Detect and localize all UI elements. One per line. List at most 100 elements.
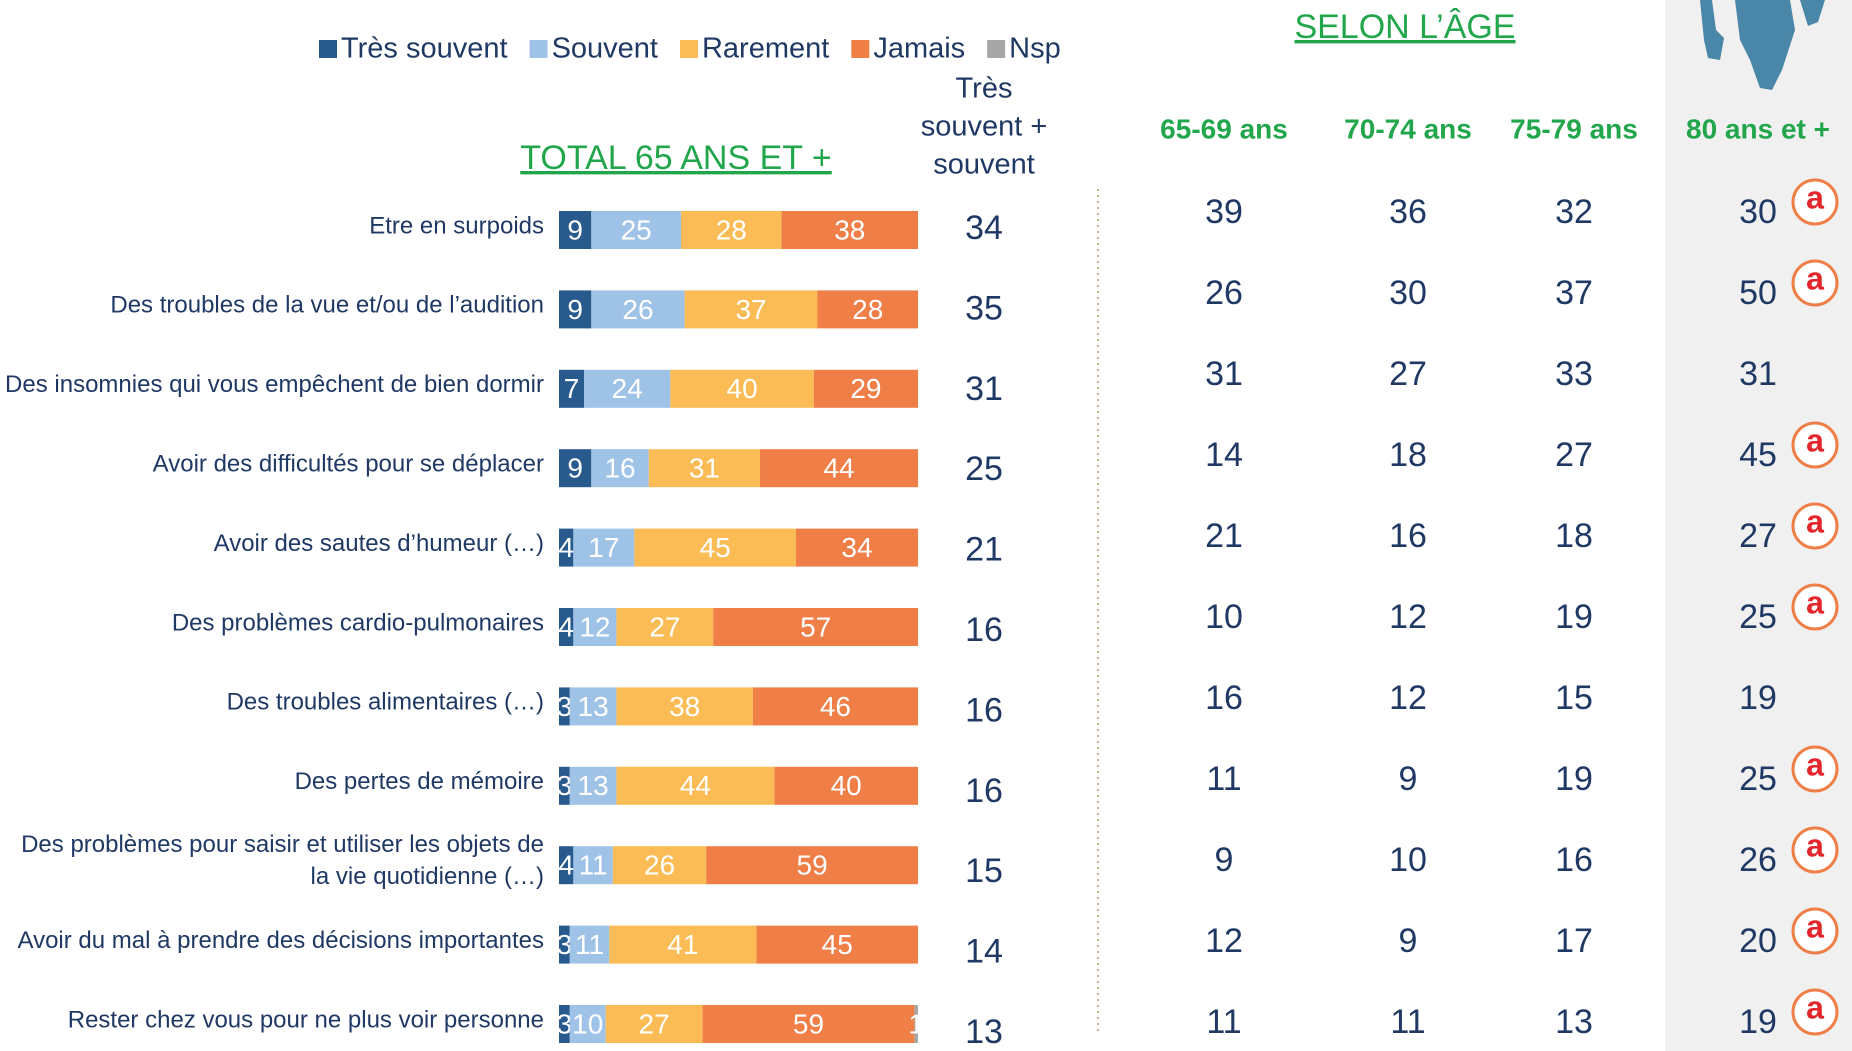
bar-value-label: 24 — [612, 373, 643, 404]
summary-header: Très — [956, 73, 1013, 105]
bar-value-label: 37 — [735, 294, 766, 325]
age-value: 18 — [1389, 436, 1427, 474]
bar-value-label: 11 — [579, 850, 608, 881]
legend-swatch — [680, 40, 698, 58]
age-value: 30 — [1739, 193, 1777, 231]
age-header: 80 ans et + — [1686, 113, 1830, 144]
category-label: Avoir du mal à prendre des décisions imp… — [18, 927, 545, 954]
summary-value: 13 — [965, 1013, 1003, 1051]
bar-value-label: 59 — [793, 1008, 824, 1039]
legend-label: Nsp — [1009, 33, 1061, 65]
bar-value-label: 9 — [567, 294, 583, 325]
legend-swatch — [319, 40, 337, 58]
age-value: 27 — [1739, 517, 1777, 555]
bar-value-label: 26 — [644, 850, 675, 881]
age-value: 12 — [1389, 679, 1427, 717]
age-header: 70-74 ans — [1344, 113, 1472, 144]
age-value: 19 — [1555, 598, 1593, 636]
bar-value-label: 46 — [820, 691, 851, 722]
age-value: 9 — [1399, 922, 1418, 960]
bar-value-label: 9 — [567, 214, 583, 245]
age-value: 19 — [1555, 760, 1593, 798]
sig-marker: a — [1806, 746, 1824, 782]
sig-marker: a — [1806, 503, 1824, 539]
summary-value: 25 — [965, 450, 1003, 488]
age-value: 16 — [1205, 679, 1243, 717]
bar-value-label: 28 — [852, 294, 883, 325]
age-header: 75-79 ans — [1510, 113, 1638, 144]
age-value: 36 — [1389, 193, 1427, 231]
category-label: Des problèmes cardio-pulmonaires — [172, 609, 544, 636]
bar-value-label: 40 — [727, 373, 758, 404]
bar-value-label: 41 — [667, 929, 698, 960]
age-value: 50 — [1739, 274, 1777, 312]
age-value: 9 — [1215, 841, 1234, 879]
age-value: 21 — [1205, 517, 1243, 555]
summary-value: 21 — [965, 531, 1003, 569]
bar-value-label: 59 — [797, 850, 828, 881]
category-label: Avoir des difficultés pour se déplacer — [153, 451, 544, 478]
age-value: 26 — [1739, 841, 1777, 879]
category-label: Des troubles alimentaires (…) — [227, 689, 544, 716]
bar-value-label: 38 — [834, 214, 865, 245]
age-value: 12 — [1389, 598, 1427, 636]
bar-value-label: 7 — [564, 373, 580, 404]
bar-value-label: 9 — [567, 453, 583, 484]
bar-value-label: 38 — [669, 691, 700, 722]
bar-value-label: 25 — [621, 214, 652, 245]
age-value: 25 — [1739, 760, 1777, 798]
sig-marker: a — [1806, 422, 1824, 458]
bar-value-label: 13 — [578, 770, 609, 801]
age-value: 10 — [1389, 841, 1427, 879]
sig-marker: a — [1806, 584, 1824, 620]
bar-value-label: 4 — [558, 611, 574, 642]
sig-marker: a — [1806, 827, 1824, 863]
summary-header: souvent + — [921, 111, 1048, 143]
summary-value: 31 — [965, 370, 1003, 408]
bar-value-label: 13 — [578, 691, 609, 722]
category-line: Des problèmes pour saisir et utiliser le… — [21, 832, 544, 859]
bar-value-label: 4 — [558, 532, 574, 563]
age-value: 20 — [1739, 922, 1777, 960]
bar-value-label: 57 — [800, 611, 831, 642]
age-value: 14 — [1205, 436, 1243, 474]
age-value: 37 — [1555, 274, 1593, 312]
age-value: 32 — [1555, 193, 1593, 231]
bar-value-label: 44 — [823, 453, 854, 484]
bar-value-label: 1 — [908, 1008, 924, 1039]
age-value: 31 — [1205, 355, 1243, 393]
chart: TOTAL 65 ANS ET + SELON L’ÂGE Très souve… — [0, 0, 1852, 1051]
bar-value-label: 12 — [579, 611, 610, 642]
age-title: SELON L’ÂGE — [1294, 8, 1515, 46]
bar-value-label: 27 — [649, 611, 680, 642]
bar-value-label: 44 — [680, 770, 711, 801]
bar-value-label: 26 — [622, 294, 653, 325]
legend-swatch — [530, 40, 548, 58]
category-label: Rester chez vous pour ne plus voir perso… — [68, 1006, 544, 1033]
age-value: 16 — [1389, 517, 1427, 555]
age-value: 45 — [1739, 436, 1777, 474]
age-value: 26 — [1205, 274, 1243, 312]
age-value: 19 — [1739, 1003, 1777, 1041]
bar-value-label: 45 — [700, 532, 731, 563]
age-value: 12 — [1205, 922, 1243, 960]
sig-marker: a — [1806, 179, 1824, 215]
summary-value: 16 — [965, 691, 1003, 729]
chart-title: TOTAL 65 ANS ET + — [520, 139, 832, 177]
sig-marker: a — [1806, 260, 1824, 296]
category-label: Des troubles de la vue et/ou de l’auditi… — [110, 292, 544, 319]
age-value: 9 — [1399, 760, 1418, 798]
age-value: 11 — [1390, 1003, 1425, 1041]
age-value: 31 — [1739, 355, 1777, 393]
legend-label: Rarement — [702, 33, 829, 65]
category-label: Des problèmes pour saisir et utiliser le… — [21, 832, 544, 891]
legend-swatch — [987, 40, 1005, 58]
sig-marker: a — [1806, 989, 1824, 1025]
bar-value-label: 29 — [850, 373, 881, 404]
legend-label: Jamais — [873, 33, 965, 65]
age-header: 65-69 ans — [1160, 113, 1288, 144]
summary-value: 16 — [965, 772, 1003, 810]
age-value: 27 — [1555, 436, 1593, 474]
category-label: Des pertes de mémoire — [295, 768, 544, 795]
legend-swatch — [851, 40, 869, 58]
